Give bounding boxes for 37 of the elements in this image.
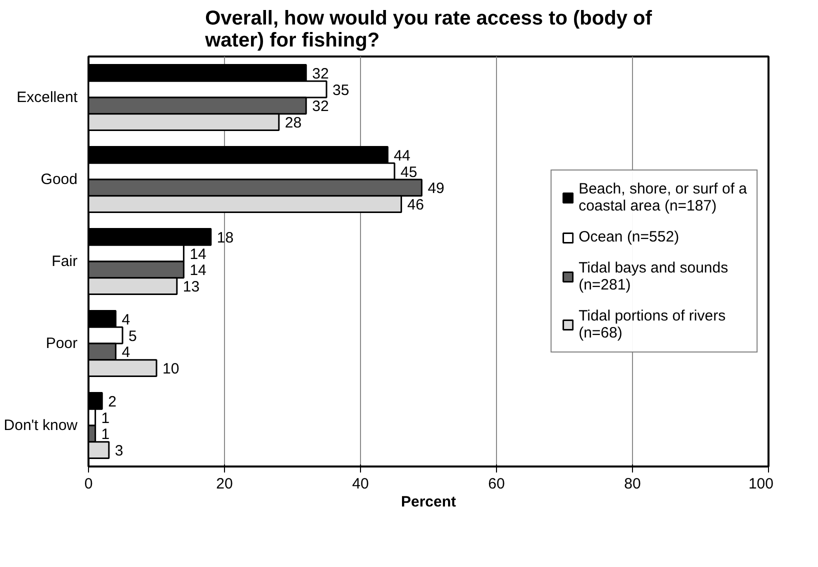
legend-label: Tidal portions of rivers (n=68): [578, 308, 726, 342]
data-label: 45: [400, 164, 418, 181]
x-tick-label: 20: [216, 476, 233, 492]
data-label: 44: [394, 147, 410, 164]
y-tick-label: Excellent: [16, 89, 78, 106]
data-label: 2: [108, 393, 116, 410]
data-label: 4: [122, 311, 130, 328]
data-label: 5: [128, 328, 137, 345]
data-label: 32: [312, 98, 329, 116]
x-tick-label: 100: [748, 476, 774, 492]
data-label: 46: [407, 196, 424, 214]
x-axis-title: Percent: [400, 494, 456, 510]
x-tick-label: 60: [488, 476, 505, 492]
data-label: 1: [101, 410, 110, 427]
data-label: 13: [182, 278, 200, 296]
data-label: 28: [284, 114, 302, 132]
x-tick-label: 0: [84, 476, 93, 492]
data-label: 14: [190, 246, 206, 263]
x-tick-label: 80: [624, 476, 641, 492]
y-tick-label: Poor: [46, 335, 78, 352]
data-label: 18: [216, 229, 234, 246]
data-label: 35: [332, 82, 350, 99]
y-tick-label: Good: [40, 171, 78, 188]
y-tick-label: Don't know: [4, 417, 78, 434]
data-label: 49: [428, 180, 444, 198]
data-label: 4: [122, 344, 130, 362]
y-tick-label: Fair: [52, 253, 78, 270]
chart-title: Overall, how would you rate access to (body of water) for fishing?: [204, 8, 652, 52]
x-tick-label: 40: [352, 476, 369, 492]
data-label: 1: [101, 426, 110, 444]
data-label: 10: [162, 360, 180, 378]
data-label: 3: [114, 442, 124, 460]
legend-label: Tidal bays and sounds (n=281): [578, 260, 728, 294]
legend-label: Beach, shore, or surf of a coastal area (n=187): [578, 180, 747, 214]
data-label: 32: [312, 65, 329, 82]
legend-label: Ocean (n=552): [578, 228, 680, 246]
data-label: 14: [190, 262, 206, 280]
